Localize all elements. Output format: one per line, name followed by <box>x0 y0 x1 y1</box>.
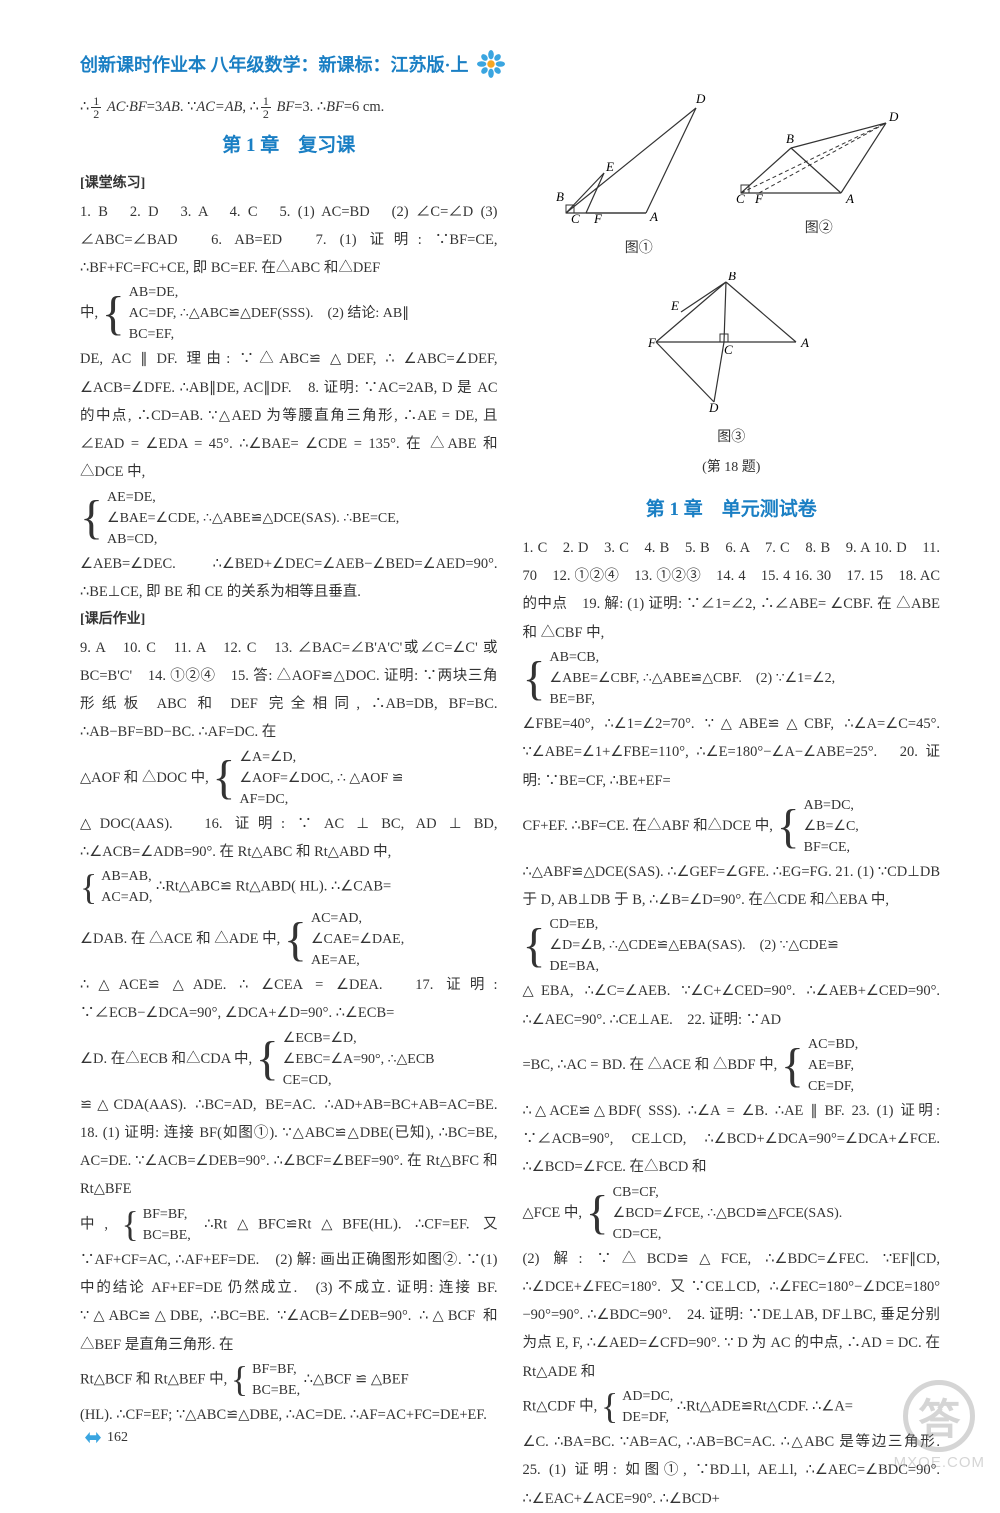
left-brace1: 中, {AB=DE,AC=DF, ∴△ABC≌△DEF(SSS). (2) 结论… <box>80 282 498 345</box>
right-p2: ∠FBE=40°, ∴∠1=∠2=70°. ∵△ABE≌△CBF, ∴∠A=∠C… <box>523 710 941 795</box>
left-p7b: ≌△CDA(AAS). ∴BC=AD, BE=AC. ∴AD+AB=BC+AB=… <box>80 1091 498 1204</box>
sub2: [课后作业] <box>80 606 498 633</box>
svg-text:B: B <box>728 272 736 283</box>
right-p6b: (2) 解: ∵△BCD≌△FCE, ∴∠BDC=∠FEC. ∵EF∥CD, ∴… <box>523 1245 941 1386</box>
left-brace8: Rt△BCF 和 Rt△BEF 中, {BF=BF,BC=BE, ∴△BCF ≌… <box>80 1359 498 1401</box>
diagrams-row2: FABDEC 图③ (第 18 题) <box>523 272 941 481</box>
left-p3: ∠AEB=∠DEC. ∴∠BED+∠DEC=∠AEB−∠BED=∠AED=90°… <box>80 550 498 607</box>
page-icon <box>85 1432 101 1444</box>
page-header: 创新课时作业本 八年级数学：新课标：江苏版·上 <box>80 50 940 78</box>
right-p5b: ∴△ACE≌△BDF( SSS). ∴∠A = ∠B. ∴AE ∥ BF. 23… <box>523 1097 941 1182</box>
svg-text:A: A <box>800 335 809 350</box>
chapter-title-right: 第 1 章 单元测试卷 <box>523 491 941 528</box>
watermark: 答 MXQE.COM <box>894 1380 985 1471</box>
svg-text:A: A <box>649 209 658 224</box>
svg-text:C: C <box>724 342 733 357</box>
left-p1: 1. B 2. D 3. A 4. C 5. (1) AC=BD (2) ∠C=… <box>80 198 498 283</box>
svg-text:B: B <box>556 189 564 204</box>
chapter-title-left: 第 1 章 复习课 <box>80 127 498 164</box>
page-number: 162 <box>85 1430 128 1446</box>
left-p6b: ∴△ACE≌ △ADE. ∴ ∠CEA = ∠DEA. 17. 证明: ∵∠EC… <box>80 971 498 1028</box>
svg-text:F: F <box>647 335 657 350</box>
svg-text:C: C <box>571 211 580 226</box>
diagram-1: BADCFE 图① <box>556 93 721 262</box>
left-brace5: ∠DAB. 在 △ACE 和 △ADE 中, {AC=AD,∠CAE=∠DAE,… <box>80 908 498 971</box>
right-brace4: =BC, ∴AC = BD. 在 △ACE 和 △BDF 中, {AC=BD,A… <box>523 1034 941 1097</box>
left-brace7: 中, {BF=BF,BC=BE, ∴Rt△BFC≌Rt△BFE(HL). ∴CF… <box>80 1204 498 1359</box>
left-column: ∴12 AC·BF=3AB. ∵AC=AB, ∴12 BF=3. ∴BF=6 c… <box>80 93 498 1513</box>
svg-text:E: E <box>605 159 614 174</box>
right-brace6: Rt△CDF 中, {AD=DC,DE=DF, ∴Rt△ADE≌Rt△CDF. … <box>523 1386 941 1428</box>
left-brace3: △AOF 和 △DOC 中, {∠A=∠D,∠AOF=∠DOC, ∴ △AOF … <box>80 747 498 810</box>
right-p1: 1. C 2. D 3. C 4. B 5. B 6. A 7. C 8. B … <box>523 534 941 647</box>
sub1: [课堂练习] <box>80 170 498 197</box>
svg-text:D: D <box>708 400 719 415</box>
left-brace4: {AB=AB,AC=AD, ∴Rt△ABC≌ Rt△ABD( HL). ∴∠CA… <box>80 866 498 908</box>
left-p2: DE, AC ∥ DF. 理由: ∵△ABC≌ △DEF, ∴ ∠ABC=∠DE… <box>80 345 498 486</box>
top-line: ∴12 AC·BF=3AB. ∵AC=AB, ∴12 BF=3. ∴BF=6 c… <box>80 93 498 121</box>
diagram-2: CFABD 图② <box>731 93 906 262</box>
right-brace2: CF+EF. ∴BF=CE. 在△ABF 和△DCE 中, {AB=DC,∠B=… <box>523 795 941 858</box>
watermark-text: MXQE.COM <box>894 1454 985 1471</box>
right-brace1: {AB=CB,∠ABE=∠CBF, ∴△ABE≌△CBF. (2) ∵∠1=∠2… <box>523 647 941 710</box>
right-brace5: △FCE 中, {CB=CF,∠BCD=∠FCE, ∴△BCD≌△FCE(SAS… <box>523 1182 941 1245</box>
right-brace3: {CD=EB,∠D=∠B, ∴△CDE≌△EBA(SAS). (2) ∵△CDE… <box>523 914 941 977</box>
right-p3b: ∴△ABF≌△DCE(SAS). ∴∠GEF=∠GFE. ∴EG=FG. 21.… <box>523 858 941 915</box>
left-brace2: {AE=DE,∠BAE=∠CDE, ∴△ABE≌△DCE(SAS). ∴BE=C… <box>80 487 498 550</box>
right-column: BADCFE 图① CFABD 图② FABDEC 图③ (第 18 题) 第 … <box>523 93 941 1513</box>
left-brace6: ∠D. 在△ECB 和△CDA 中, {∠ECB=∠D,∠EBC=∠A=90°,… <box>80 1028 498 1091</box>
left-p4: 9. A 10. C 11. A 12. C 13. ∠BAC=∠B'A'C'或… <box>80 634 498 747</box>
svg-text:C: C <box>736 191 745 206</box>
svg-text:D: D <box>695 93 706 106</box>
svg-text:F: F <box>754 191 764 206</box>
svg-text:B: B <box>786 131 794 146</box>
watermark-icon: 答 <box>903 1380 975 1452</box>
content-columns: ∴12 AC·BF=3AB. ∵AC=AB, ∴12 BF=3. ∴BF=6 c… <box>80 93 940 1513</box>
flower-icon <box>477 50 505 78</box>
svg-text:E: E <box>670 298 679 313</box>
header-title: 创新课时作业本 八年级数学：新课标：江苏版·上 <box>80 51 469 77</box>
left-p5b: △DOC(AAS). 16. 证明: ∵ AC ⊥ BC, AD ⊥ BD, ∴… <box>80 810 498 867</box>
diagram-3: FABDEC 图③ (第 18 题) <box>646 272 816 481</box>
svg-text:D: D <box>888 109 899 124</box>
right-p4: △EBA, ∴∠C=∠AEB. ∵∠C+∠CED=90°. ∴∠AEB+∠CED… <box>523 977 941 1034</box>
diagrams-row: BADCFE 图① CFABD 图② <box>523 93 941 262</box>
right-p8: ∠C. ∴BA=BC. ∵AB=AC, ∴AB=BC=AC. ∴△ABC 是等边… <box>523 1428 941 1513</box>
left-p10: (HL). ∴CF=EF; ∵△ABC≌△DBE, ∴AC=DE. ∴AF=AC… <box>80 1401 498 1429</box>
svg-text:A: A <box>845 191 854 206</box>
svg-text:F: F <box>593 211 603 226</box>
